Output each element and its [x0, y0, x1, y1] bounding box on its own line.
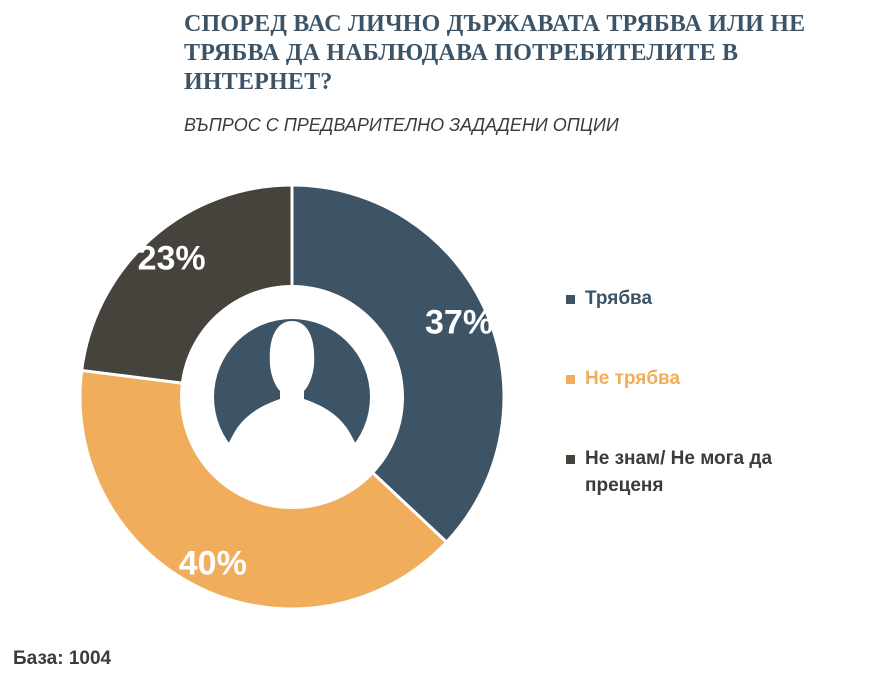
slice-data-label: 40%	[179, 544, 247, 582]
slice-data-label: 23%	[138, 239, 206, 277]
legend-item: Не знам/ Не мога да преценя	[566, 445, 775, 499]
person-silhouette-icon	[214, 319, 370, 485]
legend-swatch	[566, 455, 575, 464]
slice-data-label: 37%	[425, 304, 493, 342]
legend-swatch	[566, 375, 575, 384]
legend-swatch	[566, 295, 575, 304]
legend-label: Не трябва	[585, 368, 681, 389]
chart-title: СПОРЕД ВАС ЛИЧНО ДЪРЖАВАТА ТРЯБВА ИЛИ НЕ…	[184, 11, 806, 95]
slice-labels: 37% 40% 23%	[138, 239, 493, 582]
base-size-label: База: 1004	[13, 648, 112, 669]
legend-label: Трябва	[585, 288, 653, 309]
person-figure	[226, 321, 358, 485]
chart-subtitle: ВЪПРОС С ПРЕДВАРИТЕЛНО ЗАДАДЕНИ ОПЦИИ	[184, 115, 619, 135]
legend-label: Не знам/ Не мога да преценя	[585, 448, 773, 496]
legend-item: Не трябва	[566, 365, 775, 392]
legend-item: Трябва	[566, 285, 775, 312]
